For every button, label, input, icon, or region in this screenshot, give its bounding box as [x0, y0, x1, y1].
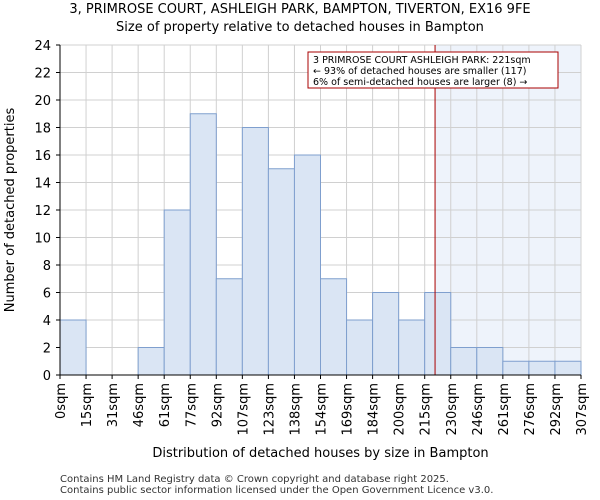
y-tick-label: 10	[34, 232, 51, 247]
x-tick-label: 107sqm	[236, 383, 251, 436]
x-tick-label: 46sqm	[132, 383, 147, 427]
bar	[189, 113, 217, 376]
y-tick-label: 16	[34, 149, 51, 164]
bar	[320, 278, 348, 376]
x-tick-label: 230sqm	[445, 383, 460, 436]
x-tick-label: 184sqm	[367, 383, 382, 436]
x-tick-label: 246sqm	[471, 383, 486, 436]
bar	[476, 347, 504, 376]
y-tick-label: 22	[34, 67, 51, 82]
bar	[502, 360, 530, 376]
bar	[424, 292, 452, 376]
x-tick-label: 261sqm	[497, 383, 512, 436]
y-axis-label: Number of detached properties	[3, 108, 18, 313]
bar	[215, 278, 243, 376]
x-tick-label: 77sqm	[184, 383, 199, 427]
annotation-box	[307, 51, 559, 89]
bar	[528, 360, 556, 376]
bar	[267, 168, 295, 376]
x-axis-label: Distribution of detached houses by size …	[152, 446, 488, 461]
x-tick-label: 15sqm	[80, 383, 95, 427]
bar	[241, 127, 269, 376]
x-tick-label: 307sqm	[575, 383, 590, 436]
y-tick-label: 12	[34, 204, 51, 219]
x-tick-label: 154sqm	[315, 383, 330, 436]
x-tick-label: 0sqm	[54, 383, 69, 419]
x-tick-label: 138sqm	[288, 383, 303, 436]
x-tick-label: 31sqm	[106, 383, 121, 427]
y-tick-label: 6	[43, 287, 51, 302]
annotation-line-3: 6% of semi-detached houses are larger (8…	[313, 77, 527, 88]
y-tick-label: 20	[34, 94, 51, 109]
y-tick-label: 24	[34, 39, 51, 54]
bar	[372, 292, 400, 376]
bar	[293, 154, 322, 376]
bar	[554, 360, 582, 376]
bar	[398, 319, 426, 376]
y-tick-label: 4	[43, 314, 51, 329]
y-tick-label: 2	[43, 342, 51, 357]
bar	[59, 319, 87, 376]
footer-line-2: Contains public sector information licen…	[60, 485, 494, 496]
x-tick-label: 92sqm	[210, 383, 225, 427]
x-tick-label: 123sqm	[262, 383, 277, 436]
footer-line-1: Contains HM Land Registry data © Crown c…	[60, 474, 449, 485]
bar	[137, 347, 165, 376]
x-tick-label: 215sqm	[419, 383, 434, 436]
x-tick-label: 169sqm	[341, 383, 356, 436]
x-tick-label: 61sqm	[158, 383, 173, 427]
annotation-line-2: ← 93% of detached houses are smaller (11…	[313, 66, 526, 77]
y-tick-label: 14	[34, 177, 51, 192]
x-tick-label: 276sqm	[523, 383, 538, 436]
bar	[346, 319, 374, 376]
x-tick-label: 200sqm	[393, 383, 408, 436]
x-tick-label: 292sqm	[549, 383, 564, 436]
bar	[163, 209, 191, 376]
bar	[450, 347, 478, 376]
y-tick-label: 18	[34, 122, 51, 137]
chart-subtitle: Size of property relative to detached ho…	[116, 20, 484, 35]
y-tick-label: 8	[43, 259, 51, 274]
chart-title: 3, PRIMROSE COURT, ASHLEIGH PARK, BAMPTO…	[69, 2, 531, 17]
annotation-line-1: 3 PRIMROSE COURT ASHLEIGH PARK: 221sqm	[313, 55, 531, 66]
y-tick-label: 0	[43, 369, 51, 384]
